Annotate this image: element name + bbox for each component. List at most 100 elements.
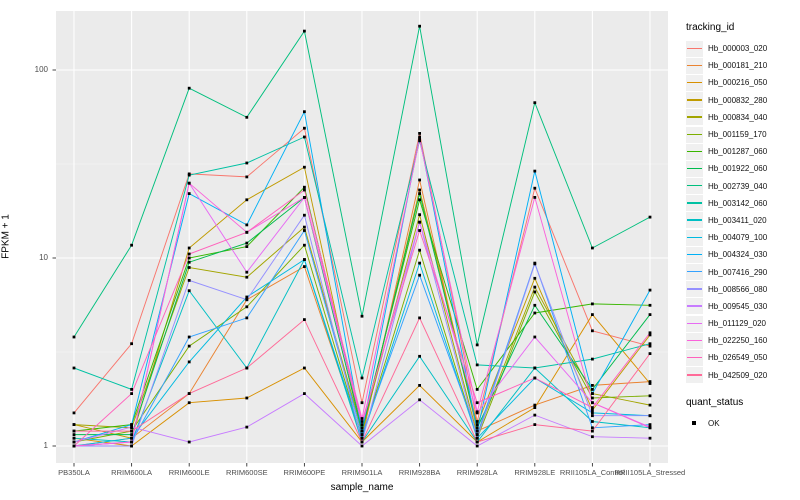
data-point bbox=[187, 289, 191, 293]
data-point bbox=[245, 396, 249, 400]
data-point bbox=[648, 382, 652, 385]
data-point bbox=[72, 433, 76, 436]
legend-label: Hb_003142_060 bbox=[708, 198, 768, 208]
legend-item: Hb_000181_210 bbox=[686, 57, 798, 74]
data-point bbox=[303, 165, 306, 169]
data-point bbox=[360, 376, 364, 380]
data-point bbox=[475, 436, 479, 440]
data-point bbox=[418, 198, 421, 202]
x-tick-label: RRIM600LE bbox=[168, 468, 210, 477]
data-point bbox=[245, 270, 249, 274]
data-point bbox=[245, 305, 249, 309]
data-point bbox=[648, 394, 652, 398]
data-point bbox=[418, 24, 421, 28]
data-point bbox=[591, 411, 594, 415]
legend-label: Hb_000181_210 bbox=[708, 61, 768, 71]
legend-key bbox=[686, 126, 703, 143]
legend-item: Hb_007416_290 bbox=[686, 263, 798, 281]
data-point bbox=[303, 392, 306, 395]
data-point bbox=[130, 423, 133, 426]
data-point bbox=[475, 433, 479, 436]
data-point bbox=[245, 425, 249, 429]
data-point bbox=[418, 213, 421, 217]
data-point bbox=[648, 331, 652, 335]
y-axis-title: FPKM + 1 bbox=[0, 214, 12, 259]
data-point bbox=[245, 275, 249, 279]
x-tick-label: RRIM600SE bbox=[225, 468, 268, 477]
legend-key bbox=[686, 298, 703, 315]
data-point bbox=[591, 406, 594, 409]
legend-item: Hb_003411_020 bbox=[686, 212, 798, 229]
data-point bbox=[648, 333, 652, 337]
data-point bbox=[591, 408, 594, 412]
legend-item: Hb_004324_030 bbox=[686, 246, 798, 263]
legend-label: Hb_042509_020 bbox=[708, 370, 768, 380]
data-point bbox=[130, 436, 133, 440]
data-point bbox=[187, 344, 191, 348]
legend-line-icon bbox=[687, 322, 702, 324]
legend-key bbox=[686, 349, 703, 366]
legend-item: Hb_022250_160 bbox=[686, 332, 798, 349]
data-point bbox=[418, 137, 421, 141]
legend-item: Hb_026549_050 bbox=[686, 349, 798, 366]
data-point bbox=[303, 265, 306, 268]
legend-key bbox=[686, 160, 703, 177]
data-point bbox=[533, 413, 537, 417]
data-point bbox=[245, 366, 249, 370]
legend-label: Hb_000834_040 bbox=[708, 112, 768, 122]
data-point bbox=[533, 276, 537, 280]
data-point bbox=[303, 110, 306, 114]
data-point bbox=[245, 175, 249, 179]
legend-label: Hb_008566_080 bbox=[708, 284, 768, 294]
data-point bbox=[648, 313, 652, 316]
y-tick-label: 10 bbox=[39, 253, 48, 262]
data-point bbox=[475, 423, 479, 426]
x-tick-label: PB350LA bbox=[58, 468, 90, 477]
data-point bbox=[187, 392, 191, 395]
data-point bbox=[648, 380, 652, 383]
legend-key bbox=[686, 367, 703, 384]
x-tick-label: RRII105LA_Stressed bbox=[614, 468, 686, 477]
legend-key bbox=[686, 74, 703, 91]
data-point bbox=[130, 429, 133, 433]
data-point bbox=[418, 220, 421, 224]
data-point bbox=[418, 316, 421, 320]
data-point bbox=[591, 302, 594, 306]
data-point bbox=[475, 440, 479, 444]
data-point bbox=[475, 388, 479, 391]
data-point bbox=[130, 444, 133, 448]
legend-key bbox=[686, 109, 703, 126]
data-point bbox=[130, 342, 133, 346]
data-point bbox=[533, 311, 537, 315]
data-point bbox=[130, 388, 133, 391]
data-point bbox=[245, 115, 249, 119]
y-tick-label: 1 bbox=[43, 441, 48, 450]
data-point bbox=[418, 354, 421, 358]
data-point bbox=[533, 303, 537, 307]
data-point bbox=[187, 86, 191, 90]
data-point bbox=[187, 173, 191, 177]
legend-line-icon bbox=[687, 271, 702, 273]
data-point bbox=[245, 241, 249, 245]
data-point bbox=[303, 188, 306, 192]
legend-line-icon bbox=[687, 99, 702, 101]
data-point bbox=[418, 398, 421, 402]
legend-line-icon bbox=[687, 374, 702, 376]
data-point bbox=[245, 198, 249, 202]
data-point bbox=[245, 230, 249, 234]
legend-line-icon bbox=[687, 236, 702, 239]
data-point bbox=[475, 343, 479, 347]
data-point bbox=[187, 440, 191, 444]
legend-key bbox=[686, 315, 703, 332]
legend-label: Hb_000003_020 bbox=[708, 44, 768, 54]
data-point bbox=[303, 225, 306, 229]
data-point bbox=[475, 420, 479, 423]
data-point bbox=[360, 426, 364, 430]
data-point bbox=[648, 344, 652, 348]
data-point bbox=[187, 335, 191, 339]
legend-line-icon bbox=[687, 116, 702, 118]
data-point bbox=[187, 401, 191, 405]
data-point bbox=[591, 329, 594, 333]
legend-label: Hb_022250_160 bbox=[708, 336, 768, 346]
